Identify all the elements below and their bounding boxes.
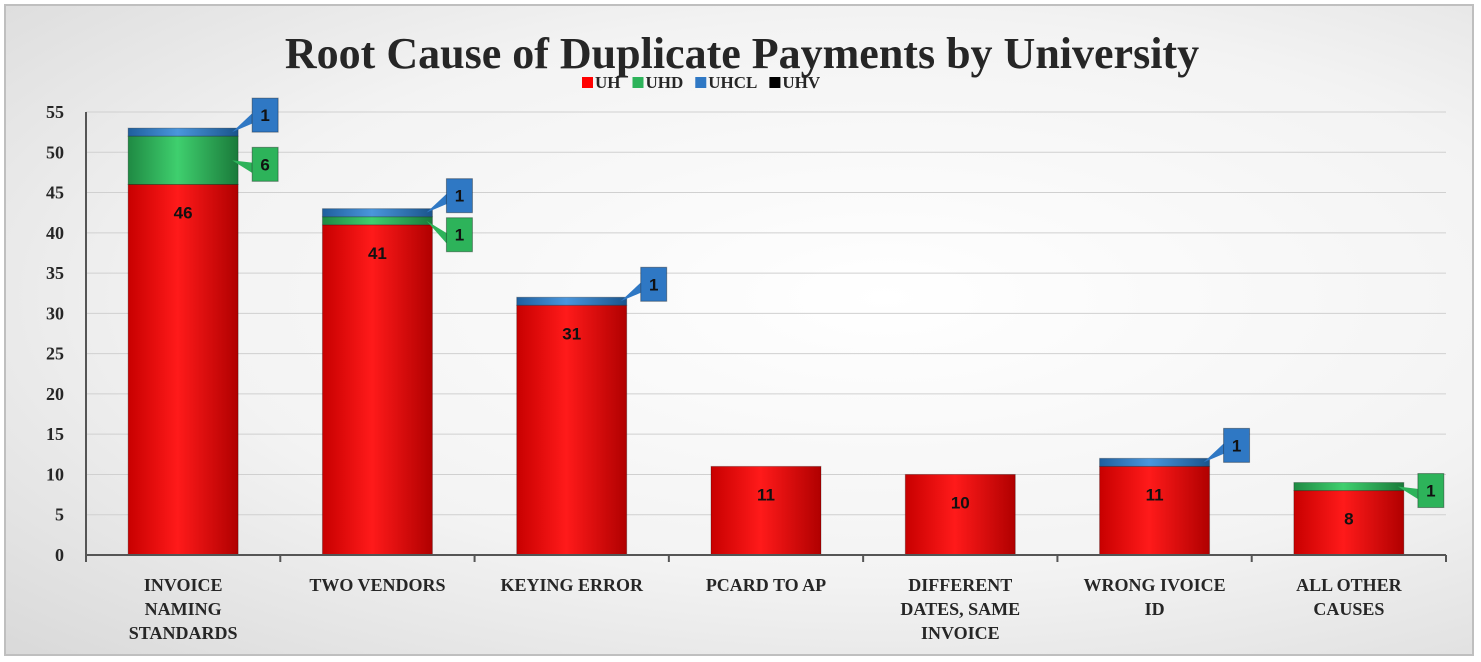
data-label-uh: 11 <box>757 485 775 504</box>
legend-swatch <box>769 77 781 88</box>
y-tick-label: 45 <box>46 183 64 203</box>
callout-pointer <box>426 193 447 213</box>
callout-box <box>251 146 279 182</box>
bar-uhd <box>127 135 239 185</box>
data-label-uhcl: 1 <box>455 187 464 206</box>
axes: 0 5 10 15 20 25 30 35 40 45 50 55 INVOICE NAMING STAND… <box>46 102 1447 643</box>
legend-label: UHCL <box>708 73 757 92</box>
x-tick-label: ALL OTHER CAUSES <box>1296 575 1403 619</box>
legend-swatch <box>582 77 593 88</box>
callout-box <box>445 217 473 253</box>
callout-box <box>640 266 668 302</box>
bar-uh <box>904 473 1016 556</box>
data-label-uhd: 1 <box>1426 482 1435 501</box>
bar-uhcl <box>1099 457 1211 467</box>
y-tick-label: 55 <box>46 102 64 122</box>
legend-label: UHD <box>646 73 684 92</box>
legend-label: UH <box>595 73 621 92</box>
callout-box <box>251 97 279 133</box>
callout-pointer <box>232 113 253 133</box>
bar-uhd <box>1293 482 1405 492</box>
y-tick-label: 15 <box>46 424 64 444</box>
bar-uhcl <box>516 296 628 306</box>
bar-uh <box>1099 465 1211 556</box>
callout-pointer <box>1397 486 1418 500</box>
data-label-uhd: 6 <box>260 155 269 174</box>
bar-uh <box>127 183 239 556</box>
data-label-uh: 41 <box>368 244 387 263</box>
gridlines <box>86 111 1446 516</box>
data-label-uh: 46 <box>174 203 193 222</box>
x-tick-label: TWO VENDORS <box>309 575 445 595</box>
y-tick-label: 10 <box>46 464 64 484</box>
x-tick-label: INVOICE NAMING STANDARDS <box>129 575 238 643</box>
x-tick-label: WRONG IVOICE ID <box>1083 575 1225 619</box>
callout-box <box>1417 473 1445 509</box>
y-tick-label: 0 <box>55 545 64 565</box>
callout-pointer <box>426 220 447 244</box>
bar-uh <box>516 304 628 556</box>
callout-pointer <box>620 282 641 302</box>
bars <box>127 127 1405 556</box>
y-tick-label: 40 <box>46 223 64 243</box>
y-tick-label: 30 <box>46 303 64 323</box>
data-label-uhcl: 1 <box>1232 436 1241 455</box>
data-label-uhcl: 1 <box>649 275 658 294</box>
data-label-uh: 10 <box>951 493 970 512</box>
callout-pointer <box>1203 443 1224 463</box>
bar-uh <box>710 465 822 556</box>
y-tick-label: 50 <box>46 142 64 162</box>
callout-box <box>445 178 473 214</box>
legend-swatch <box>695 77 707 88</box>
x-tick-label: PCARD TO AP <box>706 575 826 595</box>
legend: UH UHD UHCL UHV <box>582 73 821 92</box>
bar-uh <box>321 224 433 556</box>
bar-uhd <box>321 216 433 226</box>
data-label-uhd: 1 <box>455 226 464 245</box>
data-label-uh: 31 <box>562 324 581 343</box>
y-tick-label: 5 <box>55 505 64 525</box>
y-tick-label: 35 <box>46 263 64 283</box>
data-label-uhcl: 1 <box>260 106 269 125</box>
x-tick-label: KEYING ERROR <box>500 575 644 595</box>
chart-title: Root Cause of Duplicate Payments by Univ… <box>285 29 1199 78</box>
data-label-uh: 11 <box>1146 485 1164 504</box>
callout-pointer <box>232 160 253 173</box>
data-label-uh: 8 <box>1344 510 1353 529</box>
bar-uhcl <box>321 208 433 218</box>
legend-label: UHV <box>782 73 821 92</box>
x-tick-label: DIFFERENT DATES, SAME INVOICE <box>900 575 1020 643</box>
y-tick-label: 20 <box>46 384 64 404</box>
chart-frame: 46 6 1 41 1 1 31 1 11 10 11 1 8 1 0 5 10 15 20 25 30 35 40 45 5… <box>4 4 1474 656</box>
y-tick-label: 25 <box>46 344 64 364</box>
legend-swatch <box>632 77 644 88</box>
callout-box <box>1223 427 1251 463</box>
bar-uhcl <box>127 127 239 137</box>
bar-uh <box>1293 490 1405 556</box>
